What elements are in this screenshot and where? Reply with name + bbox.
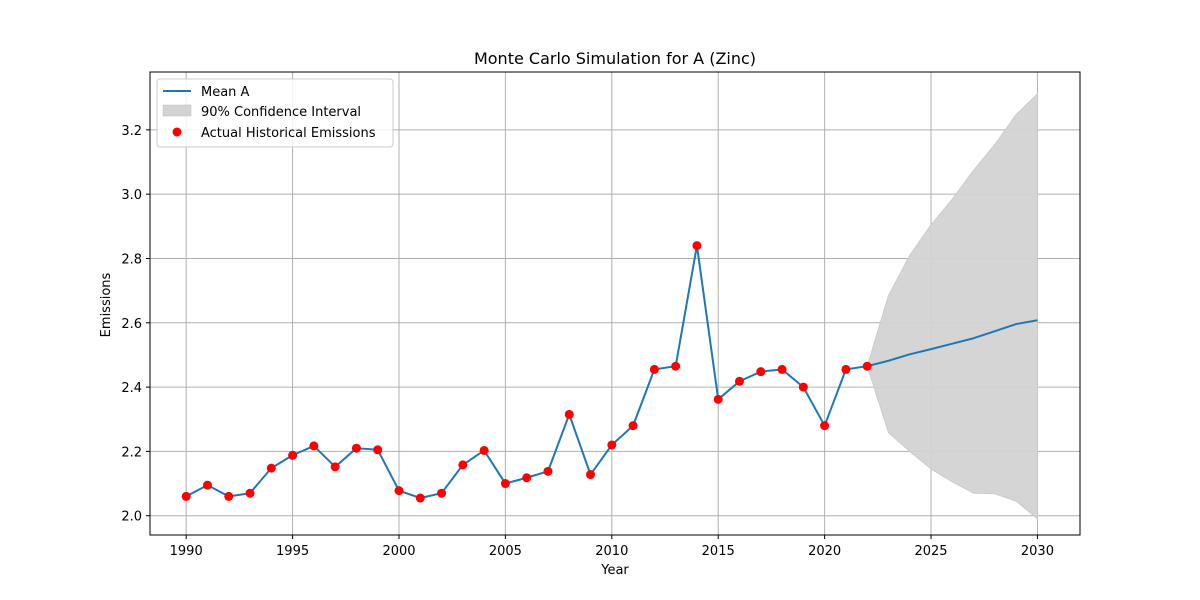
historical-point <box>607 440 617 450</box>
historical-point <box>522 473 532 483</box>
historical-point <box>756 367 766 377</box>
y-tick-label: 2.8 <box>121 252 142 267</box>
x-tick-label: 2030 <box>1021 544 1054 559</box>
historical-point <box>202 480 212 490</box>
historical-point <box>671 361 681 371</box>
historical-point <box>330 462 340 472</box>
historical-point <box>245 488 255 498</box>
legend-box <box>156 78 394 148</box>
historical-point <box>309 441 319 451</box>
x-tick-label: 2005 <box>489 544 522 559</box>
legend-mean-label: Mean A <box>201 85 250 100</box>
x-tick-label: 2025 <box>914 544 947 559</box>
y-axis-label: Emissions <box>99 272 114 337</box>
historical-point <box>458 460 468 470</box>
historical-point <box>649 364 659 374</box>
legend-hist-swatch <box>172 127 182 137</box>
historical-point <box>734 376 744 386</box>
historical-point <box>862 361 872 371</box>
x-axis-label: Year <box>600 563 629 578</box>
historical-point <box>266 463 276 473</box>
historical-points-layer <box>181 241 872 503</box>
historical-point <box>394 486 404 496</box>
confidence-band-layer <box>866 92 1038 520</box>
historical-point <box>224 491 234 501</box>
historical-point <box>841 364 851 374</box>
historical-point <box>713 394 723 404</box>
y-tick-label: 2.2 <box>121 445 142 460</box>
historical-point <box>692 241 702 251</box>
historical-point <box>820 421 830 431</box>
y-tick-label: 2.0 <box>121 510 142 525</box>
historical-point <box>500 479 510 489</box>
historical-point <box>586 470 596 480</box>
historical-point <box>181 491 191 501</box>
historical-point <box>288 450 298 460</box>
historical-point <box>564 409 574 419</box>
plot-frame <box>149 71 1081 536</box>
historical-point <box>798 382 808 392</box>
y-tick-label: 3.0 <box>121 188 142 203</box>
historical-point <box>628 421 638 431</box>
x-tick-label: 2020 <box>808 544 841 559</box>
x-tick-label: 1995 <box>276 544 309 559</box>
legend-ci-label: 90% Confidence Interval <box>201 105 361 120</box>
historical-point <box>777 364 787 374</box>
x-tick-label: 2000 <box>382 544 415 559</box>
confidence-band <box>866 92 1038 520</box>
y-axis-ticks: 2.0 2.2 2.4 2.6 2.8 3.0 3.2 <box>121 124 150 525</box>
historical-point <box>437 488 447 498</box>
historical-point <box>479 445 489 455</box>
x-tick-label: 2010 <box>595 544 628 559</box>
y-tick-label: 2.6 <box>121 317 142 332</box>
x-tick-label: 2015 <box>702 544 735 559</box>
legend: Mean A 90% Confidence Interval Actual Hi… <box>156 78 394 148</box>
y-tick-label: 2.4 <box>121 381 142 396</box>
historical-point <box>543 466 553 476</box>
historical-point <box>351 443 361 453</box>
x-axis-ticks: 1990 1995 2000 2005 2010 2015 2020 2025 2030 <box>170 535 1054 559</box>
legend-ci-swatch <box>162 104 192 117</box>
historical-point <box>415 493 425 503</box>
legend-hist-label: Actual Historical Emissions <box>201 126 376 141</box>
historical-point <box>373 445 383 455</box>
chart-title: Monte Carlo Simulation for A (Zinc) <box>474 49 756 68</box>
x-tick-label: 1990 <box>170 544 203 559</box>
y-tick-label: 3.2 <box>121 124 142 139</box>
